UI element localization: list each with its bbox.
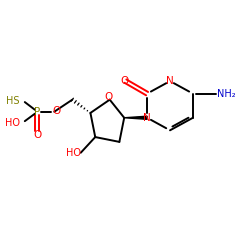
Text: O: O — [104, 92, 113, 102]
Text: HS: HS — [6, 96, 20, 106]
Text: HO: HO — [5, 118, 20, 128]
Text: N: N — [143, 113, 151, 123]
Text: N: N — [166, 76, 174, 86]
Polygon shape — [124, 116, 147, 119]
Text: O: O — [121, 76, 129, 86]
Text: HO: HO — [66, 148, 81, 158]
Text: P: P — [34, 107, 40, 117]
Text: NH₂: NH₂ — [217, 89, 236, 99]
Text: O: O — [33, 130, 42, 140]
Text: O: O — [52, 106, 61, 117]
